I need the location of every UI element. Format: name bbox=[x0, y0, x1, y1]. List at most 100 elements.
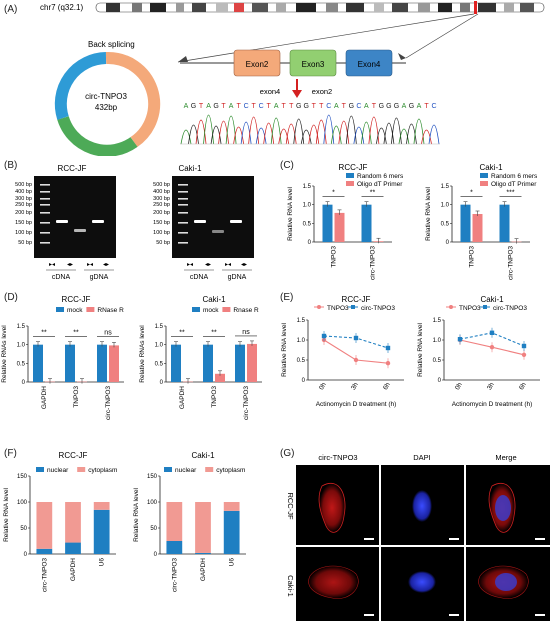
legend-label: mock bbox=[67, 307, 83, 314]
y-tick-label: 0 bbox=[308, 240, 312, 246]
sequence-base: T bbox=[342, 103, 347, 110]
ladder-label: 100 bp bbox=[153, 230, 170, 236]
chart-title: RCC-JF bbox=[62, 295, 91, 304]
chart-f-caki-1: Caki-1 Relative RNA level 0 50 100 150 circ-TN… bbox=[133, 451, 246, 592]
sequence-base: A bbox=[334, 103, 339, 110]
ladder-band bbox=[40, 198, 50, 200]
x-tick-label: circ-TNPO3 bbox=[41, 558, 48, 592]
ladder-band bbox=[40, 212, 50, 214]
bar bbox=[322, 204, 333, 242]
sequencing-chromatogram bbox=[180, 114, 440, 145]
ladder-band bbox=[178, 222, 188, 224]
ladder-label: 500 bp bbox=[153, 182, 170, 188]
y-tick-label: 50 bbox=[20, 526, 27, 532]
chromatogram-peak bbox=[240, 121, 252, 145]
sequence-base: G bbox=[213, 103, 218, 110]
chromatogram-peak bbox=[406, 123, 417, 145]
y-axis-label: Relative RNA level bbox=[281, 323, 288, 377]
stacked-bar bbox=[65, 502, 81, 543]
chromatogram-peak bbox=[308, 124, 320, 145]
junction-left-label: exon4 bbox=[260, 87, 280, 96]
y-tick-label: 1.0 bbox=[17, 343, 26, 349]
significance-label: * bbox=[332, 190, 335, 197]
series-point bbox=[385, 361, 391, 366]
ladder-band bbox=[178, 191, 188, 193]
chromatogram-peak bbox=[188, 124, 199, 145]
y-tick-label: 1.5 bbox=[297, 318, 306, 324]
chromatogram-peak bbox=[255, 127, 267, 145]
panel-label-g: (G) bbox=[280, 448, 295, 459]
stacked-bar bbox=[93, 509, 110, 554]
ladder-band bbox=[40, 204, 50, 206]
gel-image-caki-1 bbox=[172, 176, 254, 258]
y-tick-label: 0.5 bbox=[433, 358, 442, 364]
significance-label: ** bbox=[370, 190, 376, 197]
bar bbox=[215, 373, 225, 382]
panel-label-b: (B) bbox=[4, 160, 18, 171]
g-row-rcc-jf: RCC-JF bbox=[286, 492, 295, 519]
legend-swatch bbox=[164, 467, 172, 472]
x-tick-label: circ-TNPO3 bbox=[243, 386, 250, 420]
x-tick-label: TNPO3 bbox=[73, 386, 80, 408]
chart-title: RCC-JF bbox=[342, 295, 371, 304]
bar bbox=[97, 344, 107, 382]
sequence-base: T bbox=[289, 103, 294, 110]
y-tick-label: 0 bbox=[154, 552, 158, 558]
chromatogram-peak bbox=[285, 123, 297, 145]
significance-label: ** bbox=[73, 330, 79, 337]
legend-swatch bbox=[205, 467, 214, 472]
chart-e-caki-1: Caki-1 Relative RNA level 0 0.5 1.0 1.5 0h 3h 6h… bbox=[417, 295, 540, 408]
exon2-label: Exon2 bbox=[246, 60, 269, 69]
legend-label: nuclear bbox=[47, 467, 69, 474]
bar bbox=[33, 344, 43, 382]
bar bbox=[247, 343, 257, 382]
y-tick-label: 0.5 bbox=[17, 361, 26, 367]
ladder-label: 50 bp bbox=[18, 240, 32, 246]
ladder-label: 300 bp bbox=[15, 196, 32, 202]
legend-label: Random 6 mers bbox=[491, 173, 538, 180]
legend-label: cytoplasm bbox=[216, 467, 245, 474]
chromosome-ideogram bbox=[95, 1, 545, 14]
legend-label: mock bbox=[203, 307, 219, 314]
panel-label-d: (D) bbox=[4, 292, 18, 303]
ladder-label: 100 bp bbox=[15, 230, 32, 236]
sequence-base: T bbox=[221, 103, 226, 110]
ladder-band bbox=[40, 242, 50, 244]
gel-band bbox=[212, 230, 224, 233]
x-tick-label: 3h bbox=[486, 381, 496, 391]
panel-label-c: (C) bbox=[280, 160, 294, 171]
chart-title: Caki-1 bbox=[202, 295, 226, 304]
bar bbox=[334, 212, 345, 242]
panel-e: RCC-JF Relative RNA level 0 0.5 1.0 1.5 0h 3h 6h… bbox=[281, 295, 540, 408]
sequence-base: A bbox=[402, 103, 407, 110]
g-col-merge: Merge bbox=[495, 453, 516, 462]
ladder-band bbox=[40, 191, 50, 193]
y-tick-label: 1.5 bbox=[433, 318, 442, 324]
ladder-band bbox=[40, 232, 50, 234]
bar bbox=[171, 344, 181, 382]
circ-segment-exon4 bbox=[54, 52, 107, 120]
legend-swatch bbox=[86, 307, 95, 312]
stacked-bar bbox=[93, 502, 110, 510]
legend-label: circ-TNPO3 bbox=[361, 305, 395, 312]
sequence-base: T bbox=[267, 103, 272, 110]
chart-title: Caki-1 bbox=[191, 451, 215, 460]
lane-group-gdna: gDNA bbox=[90, 274, 109, 281]
x-tick-label: U6 bbox=[99, 558, 106, 567]
sequence-base: C bbox=[259, 103, 264, 110]
sequence-base: C bbox=[244, 103, 249, 110]
x-tick-label: 0h bbox=[318, 381, 328, 391]
series-point bbox=[457, 337, 463, 342]
sequence-base: C bbox=[431, 103, 436, 110]
gel-title-rcc-jf: RCC-JF bbox=[58, 164, 87, 173]
chart-e-rcc-jf: RCC-JF Relative RNA level 0 0.5 1.0 1.5 0h 3h 6h… bbox=[281, 295, 404, 408]
ladder-label: 250 bp bbox=[15, 202, 32, 208]
chromatogram-peak bbox=[218, 120, 229, 145]
legend-marker bbox=[449, 305, 453, 309]
x-tick-label: circ-TNPO3 bbox=[508, 246, 515, 280]
panel-label-e: (E) bbox=[280, 292, 294, 303]
stacked-bar bbox=[166, 502, 183, 541]
chromosome-label: chr7 (q32.1) bbox=[40, 3, 83, 12]
y-axis-label: Relative RNA level bbox=[417, 323, 424, 377]
significance-label: ** bbox=[179, 330, 185, 337]
